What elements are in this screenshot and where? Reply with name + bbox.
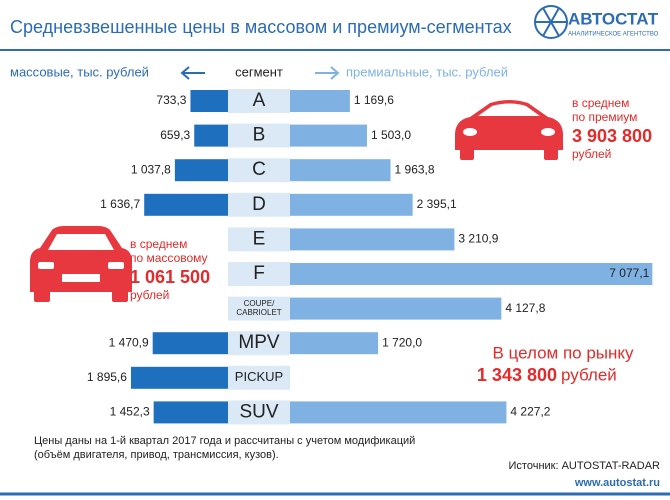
annotation-value: 3 903 800 <box>572 126 652 146</box>
bar <box>153 401 228 424</box>
website: www.autostat.ru <box>574 477 660 489</box>
category-label: SUV <box>239 401 278 422</box>
value-label: 3 210,9 <box>458 232 498 246</box>
right-arrow <box>315 66 340 80</box>
category-label: E <box>253 228 266 249</box>
right-label: премиальные, тыс. рублей <box>346 64 508 79</box>
value-label: 1 452,3 <box>110 405 150 419</box>
category-label: C <box>252 159 266 180</box>
value-label: 2 395,1 <box>417 197 457 211</box>
value-label: 7 077,1 <box>609 266 649 280</box>
bar <box>290 193 413 216</box>
logo-name: АВТОСТАТ <box>568 9 659 28</box>
bar <box>290 263 653 285</box>
annotation-line: по премиум <box>572 110 637 124</box>
center-label: сегмент <box>235 64 283 79</box>
note: (объём двигателя, привод, трансмиссия, к… <box>34 449 279 461</box>
segment-box <box>228 296 290 321</box>
category-label: MPV <box>238 332 280 353</box>
bar <box>290 332 379 355</box>
annotation-line: в среднем <box>130 237 187 251</box>
segment-box <box>228 400 290 425</box>
bar <box>174 159 228 182</box>
annotation-line: В целом по рынку <box>492 343 634 362</box>
left-label: массовые, тыс. рублей <box>10 64 149 79</box>
logo-icon <box>534 5 568 39</box>
value-label: 1 895,6 <box>87 370 127 384</box>
value-label: 1 169,6 <box>354 93 394 107</box>
annotation-unit: рублей <box>572 147 611 161</box>
bar <box>290 228 455 251</box>
segment-box <box>228 123 290 148</box>
category-label: B <box>253 125 266 146</box>
category-label: F <box>253 263 265 284</box>
value-label: 1 037,8 <box>131 162 171 176</box>
bar <box>290 159 391 182</box>
segment-box <box>228 227 290 252</box>
logo-tagline: АНАЛИТИЧЕСКОЕ АГЕНТСТВО <box>568 32 659 38</box>
source: Источник: AUTOSTAT-RADAR <box>509 460 661 472</box>
bar <box>144 193 228 216</box>
premium-car-icon <box>455 100 563 160</box>
value-label: 1 720,0 <box>382 335 422 349</box>
value-label: 659,3 <box>160 128 190 142</box>
value-label: 1 636,7 <box>100 197 140 211</box>
chart-title: Средневзвешенные цены в массовом и преми… <box>10 17 512 37</box>
segment-box <box>228 365 290 390</box>
note: Цены даны на 1-й квартал 2017 года и рас… <box>34 435 415 447</box>
bar <box>190 90 228 112</box>
category-label: COUPE/CABRIOLET <box>236 299 281 317</box>
segment-box <box>228 89 290 113</box>
category-label: PICKUP <box>235 369 283 384</box>
bar <box>194 124 228 147</box>
value-label: 733,3 <box>156 93 186 107</box>
annotation-line: в среднем <box>572 96 629 110</box>
annotation-unit: рублей <box>130 288 169 302</box>
category-label: A <box>253 90 266 111</box>
bar <box>290 297 502 320</box>
bar <box>152 332 228 355</box>
value-label: 4 127,8 <box>505 301 545 315</box>
bar <box>290 90 350 112</box>
bar <box>290 124 367 147</box>
segment-box <box>228 262 290 286</box>
value-label: 1 963,8 <box>395 162 435 176</box>
left-arrow <box>180 66 205 80</box>
value-label: 1 470,9 <box>109 335 149 349</box>
value-label: 1 503,0 <box>371 128 411 142</box>
annotation-line: по массовому <box>130 251 208 265</box>
category-label: D <box>252 194 266 215</box>
bar <box>290 401 507 424</box>
mass-car-icon <box>30 226 132 302</box>
segment-box <box>228 158 290 183</box>
value-label: 4 227,2 <box>510 405 550 419</box>
segment-box <box>228 331 290 356</box>
annotation-value: 1 061 500 <box>130 267 210 287</box>
bar <box>130 366 228 389</box>
segment-box <box>228 192 290 217</box>
annotation-value: 1 343 800 <box>477 365 557 385</box>
annotation-unit: рублей <box>561 365 617 384</box>
